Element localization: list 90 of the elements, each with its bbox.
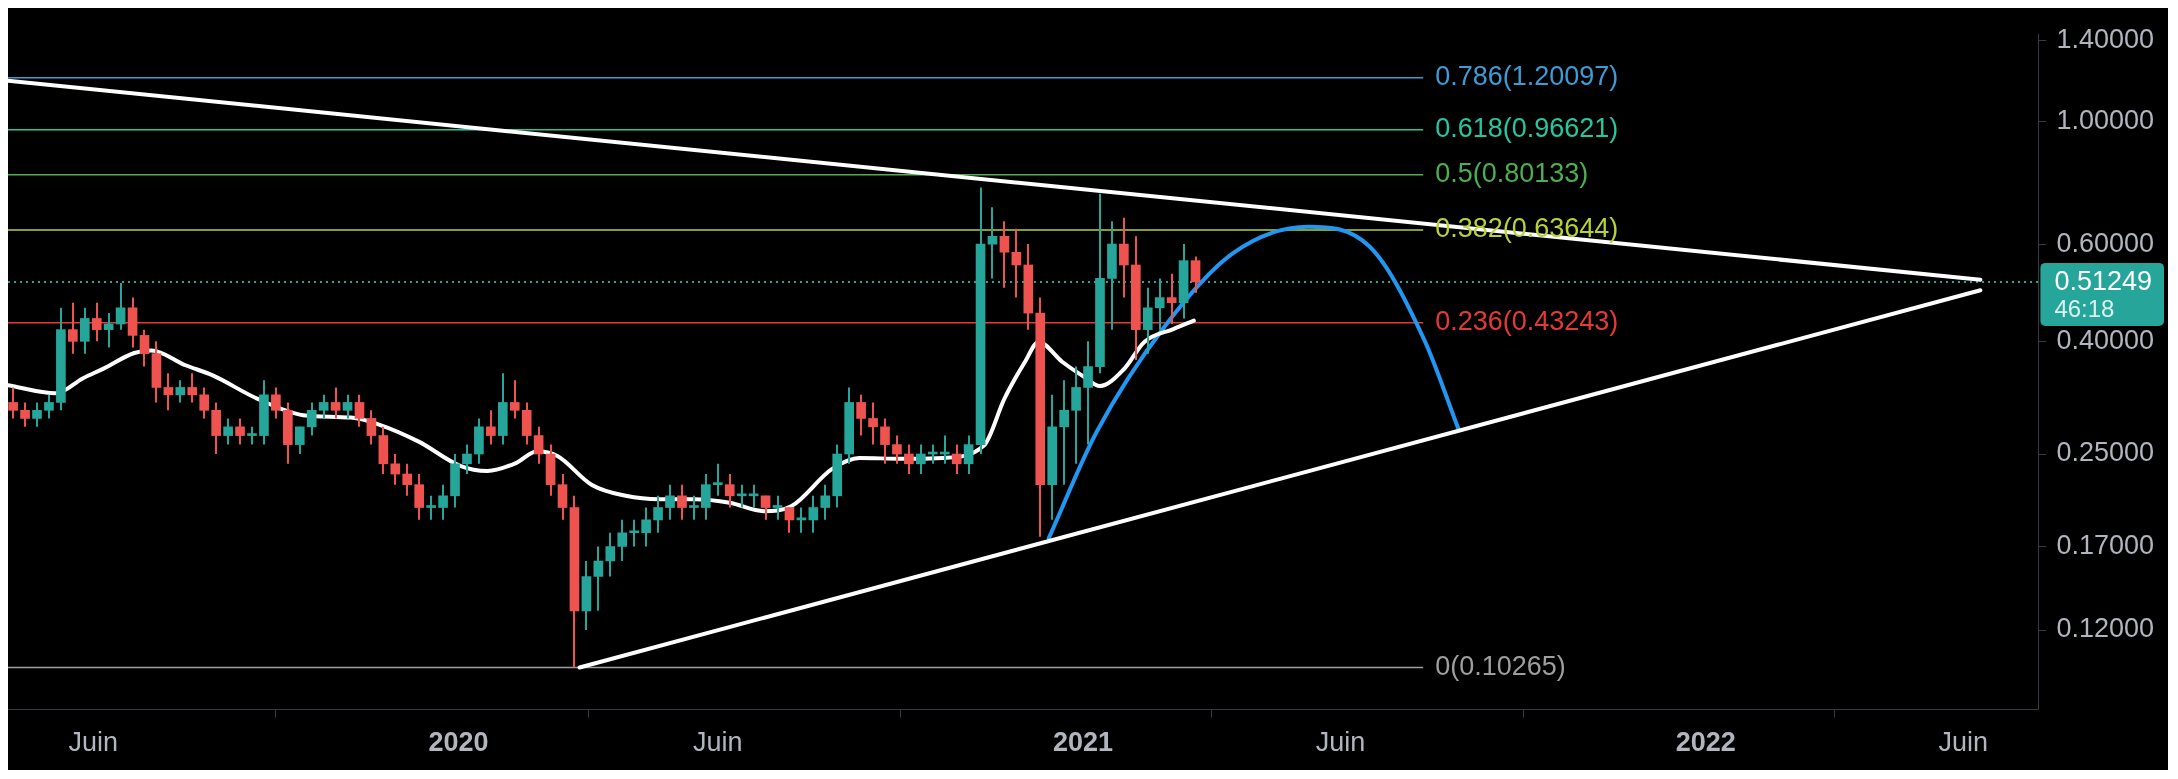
candlestick <box>68 301 78 355</box>
candlestick <box>557 473 568 521</box>
y-tick-label: 0.40000 <box>2056 324 2155 355</box>
candlestick <box>32 401 42 428</box>
x-tick-label: Juin <box>1938 727 1989 758</box>
candlestick <box>115 282 126 331</box>
y-tick-label: 0.60000 <box>2056 227 2155 258</box>
candlestick <box>1166 272 1177 325</box>
candlestick <box>724 473 735 509</box>
candlestick <box>892 434 902 465</box>
candlestick <box>736 483 747 509</box>
candlestick <box>139 328 150 368</box>
candlestick <box>1083 340 1093 446</box>
candlestick <box>1119 216 1129 299</box>
candlestick <box>235 417 245 446</box>
y-tick-label: 1.40000 <box>2056 24 2155 55</box>
candlestick <box>8 386 18 420</box>
x-tick-label: 2020 <box>428 727 489 758</box>
candlestick <box>438 483 448 521</box>
candlestick <box>1190 255 1201 294</box>
ref-line-label: 0.51249 <box>2054 266 2153 297</box>
candlestick <box>880 417 890 465</box>
candlestick <box>641 506 651 548</box>
candlestick <box>223 417 233 446</box>
candlestick <box>689 494 699 521</box>
y-tick-label: 1.00000 <box>2056 105 2155 136</box>
candlestick <box>796 506 807 534</box>
candlestick <box>354 393 365 428</box>
candlestick <box>187 372 198 404</box>
candlestick <box>665 483 675 521</box>
y-tick-label: 0.17000 <box>2056 529 2155 560</box>
candlestick <box>1059 379 1069 486</box>
candlestick <box>617 518 628 563</box>
candlestick <box>701 473 711 521</box>
ref-line-label: 0.5(0.80133) <box>1435 158 1589 189</box>
candlestick <box>629 518 640 548</box>
candlestick <box>760 494 771 521</box>
candlestick <box>1011 227 1022 299</box>
candlestick <box>605 531 616 578</box>
candlestick <box>342 393 353 420</box>
candlestick <box>963 434 974 476</box>
candlestick <box>294 425 305 456</box>
candlestick <box>856 393 866 437</box>
candlestick <box>677 483 687 521</box>
candlestick <box>509 379 520 420</box>
candlestick <box>390 453 401 486</box>
y-tick-label: 0.12000 <box>2056 613 2155 644</box>
candlestick <box>533 425 544 465</box>
x-tick-label: Juin <box>693 727 743 758</box>
candlestick <box>820 483 831 521</box>
x-tick-label: Juin <box>1315 727 1366 758</box>
candlestick <box>784 506 795 534</box>
x-tick-label: 2021 <box>1052 727 1113 758</box>
candlestick <box>653 494 663 534</box>
candlestick <box>20 401 30 428</box>
candlestick <box>808 494 819 534</box>
ref-line-label: 0.236(0.43243) <box>1435 306 1619 337</box>
candlestick <box>402 462 413 497</box>
y-tick-label: 0.25000 <box>2056 437 2155 468</box>
ref-line-label: 0(0.10265) <box>1435 650 1566 681</box>
candlestick <box>318 393 329 420</box>
ref-line-label: 0.786(1.20097) <box>1435 61 1619 92</box>
candlestick <box>414 473 425 521</box>
candlestick <box>1071 365 1081 465</box>
x-tick-label: Juin <box>68 727 119 758</box>
candlestick <box>175 379 186 404</box>
candlestick <box>366 409 377 446</box>
candlestick <box>306 401 317 437</box>
candlestick <box>163 372 174 412</box>
candlestick <box>462 443 472 476</box>
candlestick <box>199 386 210 420</box>
candlestick <box>916 443 926 476</box>
candlestick <box>712 462 723 497</box>
text: 46:18 <box>2054 294 2115 322</box>
candlestick <box>271 386 281 420</box>
candlestick <box>44 393 54 420</box>
candlestick <box>748 483 759 509</box>
candlestick <box>486 409 496 446</box>
candlestick <box>772 494 783 521</box>
candlestick <box>79 306 90 355</box>
candlestick <box>593 545 604 612</box>
candlestick <box>426 494 436 521</box>
candlestick <box>330 386 341 420</box>
ref-line-label: 0.618(0.96621) <box>1435 113 1619 144</box>
candlestick <box>1142 286 1153 355</box>
candlestick <box>91 301 102 343</box>
candlestick <box>999 220 1010 289</box>
candlestick <box>904 443 914 476</box>
x-tick-label: 2022 <box>1675 727 1736 758</box>
candlestick <box>868 401 878 446</box>
